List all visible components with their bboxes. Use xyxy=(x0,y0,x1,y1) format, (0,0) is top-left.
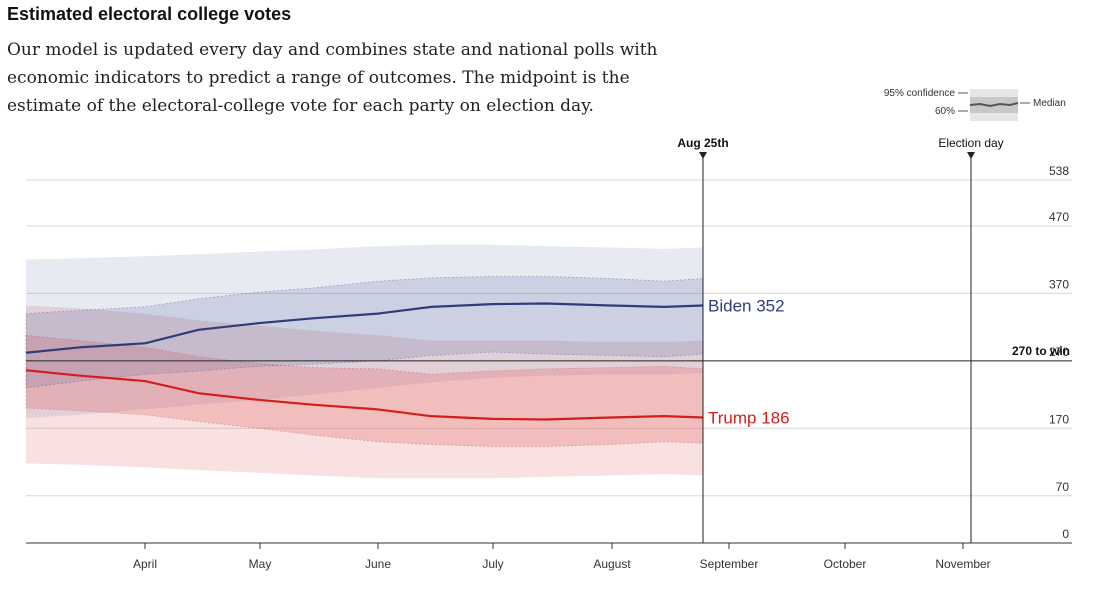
chart-subtitle: Our model is updated every day and combi… xyxy=(7,40,658,116)
x-tick-label-july: July xyxy=(482,557,503,571)
legend-label-median: Median xyxy=(1033,98,1066,109)
biden-median-line xyxy=(25,302,704,354)
chart-title: Estimated electoral college votes xyxy=(7,4,292,24)
y-tick-label-0: 0 xyxy=(1062,527,1069,541)
trump-median-line xyxy=(25,369,704,421)
y-tick-label-170: 170 xyxy=(1049,412,1069,426)
x-tick-label-august: August xyxy=(593,557,631,571)
x-tick-label-november: November xyxy=(935,557,990,571)
y-tick-label-538: 538 xyxy=(1049,164,1069,178)
y-tick-label-470: 470 xyxy=(1049,210,1069,224)
trump-band-95 xyxy=(26,305,703,479)
x-tick-label-september: September xyxy=(700,557,759,571)
threshold-label: 270 to win xyxy=(1012,344,1070,358)
y-tick-label-370: 370 xyxy=(1049,277,1069,291)
legend-label-95: 95% confidence xyxy=(884,88,956,99)
y-tick-label-270: 270 xyxy=(1049,345,1069,359)
election-day-label: Election day xyxy=(938,136,1003,150)
x-tick-label-may: May xyxy=(249,557,272,571)
today-arrow-icon xyxy=(699,152,707,159)
x-tick-label-june: June xyxy=(365,557,391,571)
x-tick-label-april: April xyxy=(133,557,157,571)
trump-end-label: Trump 186 xyxy=(708,409,790,428)
biden-band-95 xyxy=(26,244,703,419)
legend-label-60: 60% xyxy=(935,106,955,117)
biden-end-label: Biden 352 xyxy=(708,297,785,316)
y-tick-label-70: 70 xyxy=(1056,480,1070,494)
x-tick-label-october: October xyxy=(824,557,867,571)
election-day-arrow-icon xyxy=(967,152,975,159)
legend-median-line xyxy=(969,102,1019,108)
today-label: Aug 25th xyxy=(677,136,728,150)
